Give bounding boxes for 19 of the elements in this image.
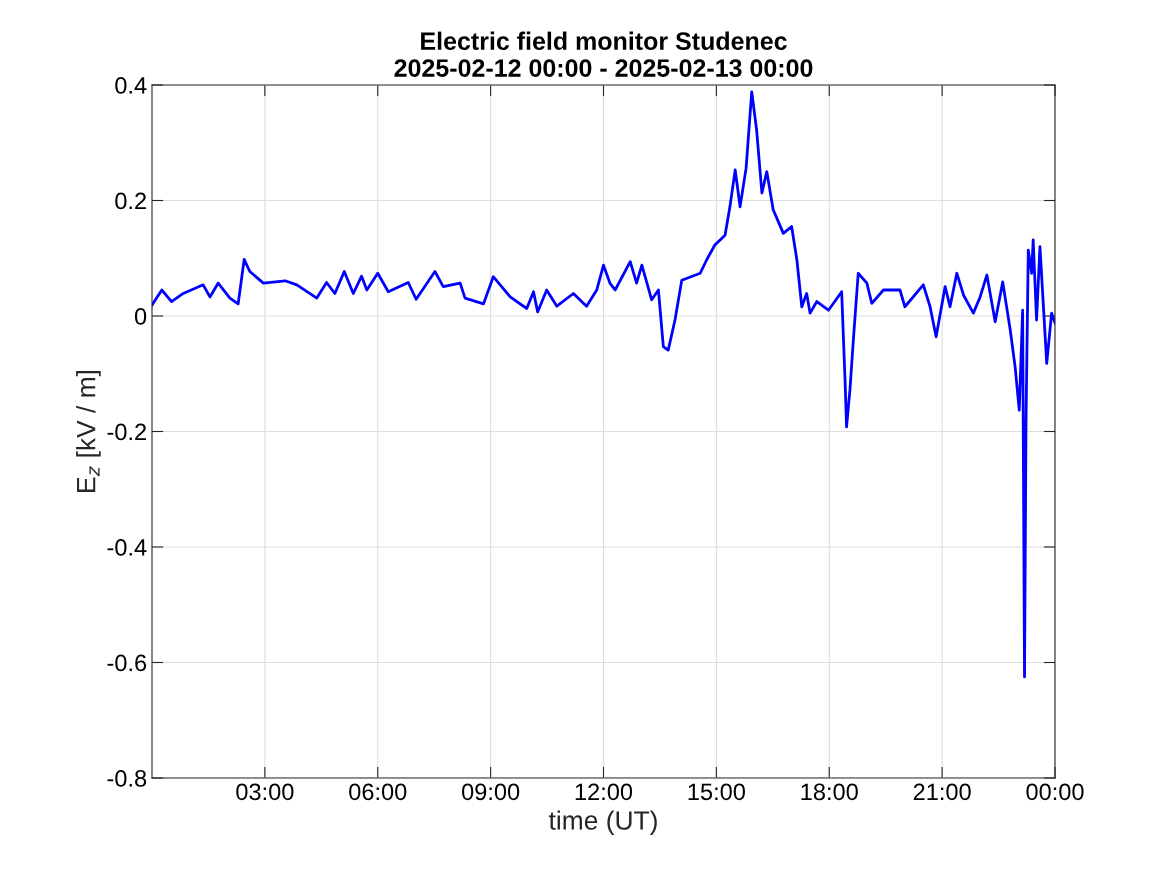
x-tick-label: 09:00	[462, 783, 520, 801]
y-tick-label: 0.4	[115, 77, 147, 94]
y-tick-label: -0.8	[107, 770, 147, 787]
x-tick-label: 21:00	[913, 783, 971, 801]
y-tick-label: -0.2	[107, 423, 146, 441]
x-tick-label: 18:00	[801, 783, 858, 801]
y-tick-label: 0	[134, 308, 147, 325]
x-tick-label: 03:00	[236, 783, 294, 801]
chart-title: Electric field monitor Studenec 2025-02-12 00:00 - 2025-02-13 00:00	[394, 31, 813, 77]
x-tick-label: 12:00	[575, 783, 633, 801]
x-tick-label: 00:00	[1026, 783, 1084, 801]
y-axis-title: E$_{z}$ [kV / m]	[76, 370, 101, 492]
x-tick-label: 15:00	[688, 783, 745, 801]
y-tick-label: 0.2	[115, 192, 146, 210]
x-tick-label: 06:00	[349, 783, 407, 801]
line-series	[152, 90, 1055, 679]
x-axis-title: time (UT)	[548, 810, 657, 836]
y-tick-label: -0.6	[107, 654, 147, 672]
y-tick-label: -0.4	[107, 539, 147, 556]
